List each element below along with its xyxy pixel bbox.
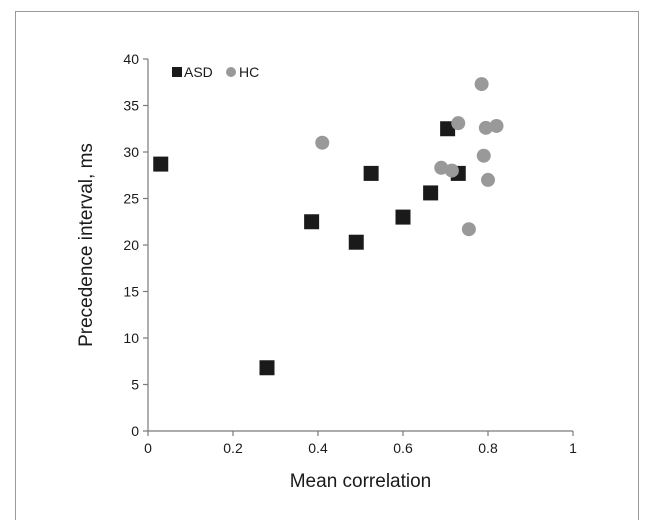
hc-point [476, 148, 491, 163]
legend: ASD HC [172, 64, 259, 80]
y-tick-label: 5 [131, 377, 139, 393]
y-tick-label: 15 [123, 284, 139, 300]
hc-point [434, 160, 449, 175]
y-tick-label: 10 [123, 330, 139, 346]
y-tick-label: 40 [123, 51, 139, 67]
x-tick-label: 0 [144, 440, 152, 456]
x-tick-label: 0.2 [223, 440, 243, 456]
legend-label-asd: ASD [184, 64, 213, 80]
hc-point [481, 172, 495, 187]
asd-point [259, 360, 275, 376]
hc-point [315, 135, 330, 150]
asd-point [348, 234, 364, 250]
hc-point [451, 116, 466, 131]
asd-point [304, 214, 320, 230]
y-tick-label: 0 [131, 423, 139, 439]
y-tick-label: 25 [123, 191, 139, 207]
chart-frame [15, 11, 639, 520]
asd-point [395, 209, 411, 225]
legend-label-hc: HC [239, 64, 259, 80]
hc-point [474, 77, 489, 92]
hc-point [444, 163, 459, 178]
asd-point [423, 185, 439, 201]
x-tick-label: 0.4 [308, 440, 328, 456]
y-tick-label: 20 [123, 237, 139, 253]
x-tick-label: 0.8 [478, 440, 498, 456]
y-tick-label: 30 [123, 144, 139, 160]
ticks: 0 5 10 15 20 25 30 35 40 0 0.2 0.4 0.6 0.8 1 [123, 51, 577, 456]
hc-point [478, 120, 493, 135]
hc-point [489, 118, 504, 133]
hc-point [461, 222, 476, 237]
legend-marker-hc [226, 67, 236, 77]
data-points [153, 77, 504, 376]
asd-point [363, 165, 379, 181]
x-axis-title: Mean correlation [290, 471, 432, 492]
y-tick-label: 35 [123, 98, 139, 114]
asd-point [440, 121, 456, 137]
x-tick-label: 0.6 [393, 440, 413, 456]
x-tick-label: 1 [569, 440, 577, 456]
legend-marker-asd [172, 67, 182, 77]
asd-point [153, 156, 169, 172]
y-axis-title: Precedence interval, ms [76, 143, 97, 347]
